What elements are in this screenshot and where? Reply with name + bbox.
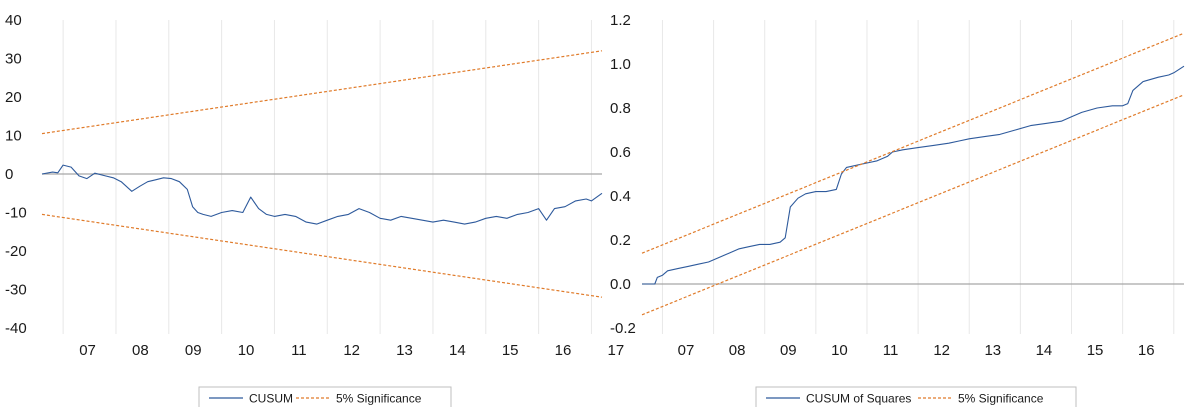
lower-significance-line bbox=[641, 94, 1185, 316]
y-tick-label: -30 bbox=[5, 282, 27, 299]
y-tick-label: -0.2 bbox=[610, 320, 636, 337]
x-tick-label: 10 bbox=[831, 342, 848, 359]
x-tick-label: 16 bbox=[555, 342, 572, 359]
y-tick-label: 0.6 bbox=[610, 144, 631, 161]
y-tick-label: 40 bbox=[5, 12, 22, 29]
y-tick-label: 20 bbox=[5, 89, 22, 106]
x-tick-label: 12 bbox=[933, 342, 950, 359]
x-tick-label: 09 bbox=[185, 342, 202, 359]
series-line bbox=[41, 164, 603, 225]
cusum-chart-legend: CUSUM 5% Significance bbox=[198, 386, 452, 407]
upper-significance-line bbox=[641, 32, 1185, 254]
x-tick-label: 14 bbox=[449, 342, 466, 359]
x-tick-label: 09 bbox=[780, 342, 797, 359]
cusum-of-squares-chart: 1.2 1.0 0.8 0.6 0.4 0.2 0.0 -0.2 07 08 09 10 11 12 13 1… bbox=[610, 12, 1189, 359]
legend-label: 5% Significance bbox=[336, 392, 422, 406]
x-tick-label: 15 bbox=[1087, 342, 1104, 359]
x-tick-label: 11 bbox=[291, 342, 307, 359]
y-tick-label: -20 bbox=[5, 243, 27, 260]
y-tick-label: -10 bbox=[5, 205, 27, 222]
y-tick-label: -40 bbox=[5, 320, 27, 337]
y-tick-label: 1.2 bbox=[610, 12, 631, 29]
series-line bbox=[642, 65, 1185, 285]
y-tick-label: 0.2 bbox=[610, 232, 631, 249]
x-tick-label: 07 bbox=[678, 342, 695, 359]
cusum-of-squares-legend: CUSUM of Squares 5% Significance bbox=[755, 386, 1077, 407]
x-tick-label: 16 bbox=[1138, 342, 1155, 359]
legend-label: CUSUM of Squares bbox=[806, 392, 911, 406]
x-tick-label: 08 bbox=[132, 342, 149, 359]
y-tick-label: 0 bbox=[5, 166, 13, 183]
x-tick-label: 11 bbox=[883, 342, 899, 359]
x-tick-label: 08 bbox=[729, 342, 746, 359]
upper-significance-line bbox=[41, 50, 603, 135]
x-tick-label: 17 bbox=[608, 342, 625, 359]
y-tick-label: 0.8 bbox=[610, 100, 631, 117]
vertical-gridlines bbox=[62, 20, 592, 334]
x-tick-label: 07 bbox=[79, 342, 96, 359]
x-tick-label: 12 bbox=[343, 342, 360, 359]
x-tick-label: 13 bbox=[396, 342, 413, 359]
x-tick-label: 13 bbox=[984, 342, 1001, 359]
y-tick-label: 1.0 bbox=[610, 56, 631, 73]
legend-label: 5% Significance bbox=[958, 392, 1044, 406]
y-tick-label: 0.0 bbox=[610, 276, 631, 293]
legend-box bbox=[755, 386, 1077, 407]
cusum-chart: 40 30 20 10 0 -10 -20 -30 -40 07 08 09 10 11 12 13 14 15 1… bbox=[5, 12, 624, 359]
lower-significance-line bbox=[41, 213, 603, 298]
x-tick-label: 14 bbox=[1036, 342, 1053, 359]
legend-label: CUSUM bbox=[249, 392, 293, 406]
x-tick-label: 15 bbox=[502, 342, 519, 359]
x-tick-label: 10 bbox=[238, 342, 255, 359]
vertical-gridlines bbox=[661, 20, 1175, 334]
y-tick-label: 0.4 bbox=[610, 188, 631, 205]
y-tick-label: 30 bbox=[5, 51, 22, 68]
y-tick-label: 10 bbox=[5, 128, 22, 145]
legend-box bbox=[198, 386, 452, 407]
